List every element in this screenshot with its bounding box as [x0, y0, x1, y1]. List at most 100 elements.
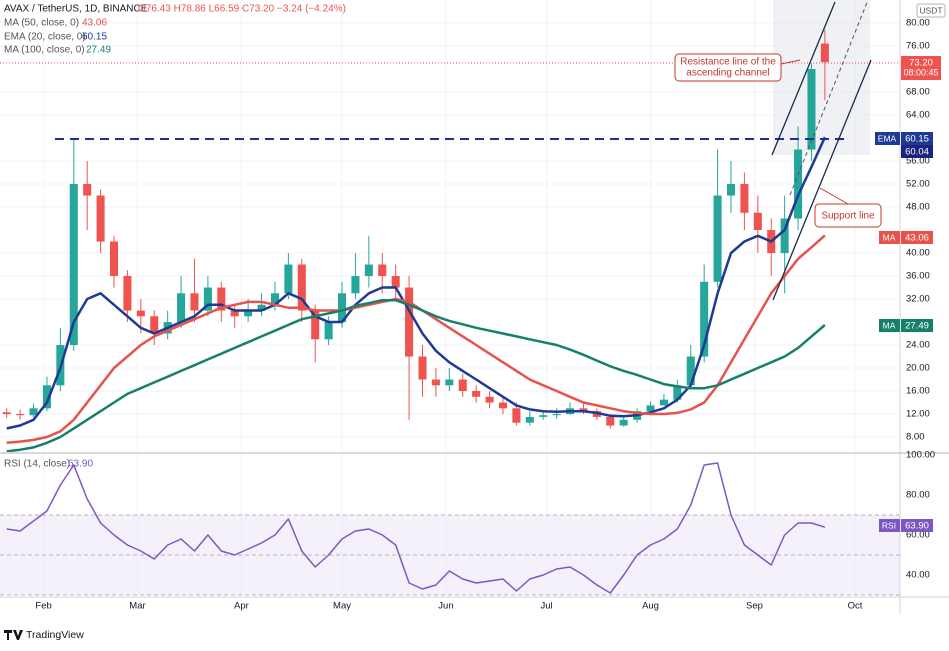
- candle-body: [418, 356, 427, 380]
- line-series: [6, 298, 826, 452]
- axes: Feb Mar Apr May Jun Jul Aug Sep Oct 80.00 76.00 68.…: [35, 18, 935, 612]
- candle-body: [123, 276, 132, 311]
- annotation: ascending channel: [686, 68, 769, 79]
- candle-body: [579, 408, 588, 412]
- candle-body: [794, 149, 803, 219]
- candle-body: [820, 43, 829, 63]
- callout-pointer: [819, 187, 849, 205]
- candle-body: [391, 276, 400, 288]
- candle-body: [177, 293, 186, 323]
- badge-tag-text: RSI: [882, 520, 896, 530]
- currency-box: [916, 3, 946, 18]
- candle-body: [512, 408, 521, 423]
- price-plot: [2, 29, 829, 452]
- candle-body: [753, 212, 762, 231]
- channel-upper: [771, 1, 836, 156]
- brand-logo: [4, 630, 23, 640]
- x-tick-label: Oct: [848, 601, 863, 612]
- candle-body: [445, 379, 454, 386]
- y-tick-label: 8.00: [906, 432, 925, 443]
- candle-body: [807, 69, 816, 150]
- price-badge-text: 73.20: [909, 58, 933, 69]
- candle-body: [740, 184, 749, 213]
- candle-body: [42, 385, 51, 409]
- y-tick-label: 76.00: [906, 41, 930, 52]
- y-tick-label: 12.00: [906, 409, 930, 420]
- candle-body: [606, 416, 615, 426]
- candle-body: [458, 379, 467, 392]
- line-series: [6, 462, 826, 594]
- y-tick-label: 80.00: [906, 18, 930, 29]
- y-tick-label: 64.00: [906, 110, 930, 121]
- y-tick-label: 52.00: [906, 179, 930, 190]
- x-tick-label: Aug: [642, 601, 659, 612]
- candle-body: [136, 310, 145, 317]
- x-tick-label: Mar: [129, 601, 145, 612]
- candle-body: [686, 356, 695, 386]
- ma100-badge-text: 27.49: [905, 321, 929, 332]
- resistance-callout: [674, 53, 782, 82]
- candle-body: [311, 310, 320, 340]
- candle-body: [69, 184, 78, 346]
- x-tick-label: Feb: [35, 601, 51, 612]
- legend-value: 63.90: [68, 459, 93, 470]
- x-tick-label: May: [333, 601, 351, 612]
- candle-body: [713, 195, 722, 282]
- legend-label: EMA (20, close, 0): [4, 32, 86, 43]
- candle-body: [539, 415, 548, 417]
- ma100-badge: [901, 319, 933, 332]
- y-tick-label: 56.00: [906, 156, 930, 167]
- candle-body: [270, 293, 279, 305]
- y-tick-label: 68.00: [906, 87, 930, 98]
- candle-body: [619, 419, 628, 426]
- legend-label: MA (50, close, 0): [4, 18, 79, 29]
- annotation: Resistance line of the: [680, 57, 776, 68]
- candle-body: [217, 287, 226, 311]
- x-tick-label: Jul: [540, 601, 552, 612]
- badge-tag-text: MA: [883, 232, 896, 242]
- brand: TradingView: [26, 629, 84, 641]
- candle-body: [297, 264, 306, 311]
- legend-value: 43.06: [82, 18, 107, 29]
- candle-body: [431, 379, 440, 386]
- candle-body: [230, 310, 239, 317]
- legend-value: 27.49: [86, 45, 111, 56]
- rsi-band: [0, 514, 900, 596]
- candle-body: [338, 293, 347, 323]
- candle-body: [257, 304, 266, 311]
- x-tick-label: Apr: [234, 601, 249, 612]
- badge-tag: [879, 231, 900, 244]
- line-series: [6, 234, 826, 445]
- x-tick-label: Sep: [746, 601, 763, 612]
- badge-tag: [879, 519, 900, 532]
- y-tick-label: 36.00: [906, 271, 930, 282]
- candle-body: [203, 287, 212, 311]
- legend-label: RSI (14, close): [4, 459, 70, 470]
- badge-tag-text: MA: [883, 320, 896, 330]
- ohlc: O76.43 H78.86 L66.59 C73.20 −3.24 (−4.24…: [138, 4, 346, 15]
- legend-label: MA (100, close, 0): [4, 45, 85, 56]
- candle-body: [673, 385, 682, 400]
- candle-body: [485, 396, 494, 403]
- candle-body: [351, 276, 360, 294]
- candle-body: [284, 264, 293, 294]
- currency: USDT: [919, 5, 942, 15]
- countdown: 08:00:45: [903, 67, 938, 77]
- candle-body: [659, 399, 668, 406]
- rsi-plot: [6, 462, 826, 594]
- rsi-badge-text: 63.90: [905, 521, 929, 532]
- ema-badge-text: 60.15: [905, 134, 929, 145]
- y-tick-label: 100.00: [906, 450, 935, 461]
- candle-body: [109, 241, 119, 277]
- badge-tag-text: EMA: [878, 133, 897, 143]
- y-tick-label: 16.00: [906, 386, 930, 397]
- y-tick-label: 48.00: [906, 202, 930, 213]
- channel-mid: [789, 0, 869, 196]
- candle-body: [700, 281, 709, 357]
- candle-body: [16, 414, 25, 416]
- y-tick-label: 24.00: [906, 340, 930, 351]
- y-tick-label: 20.00: [906, 363, 930, 374]
- symbol: AVAX / TetherUS, 1D, BINANCE: [4, 4, 148, 15]
- price-badge: [901, 56, 941, 80]
